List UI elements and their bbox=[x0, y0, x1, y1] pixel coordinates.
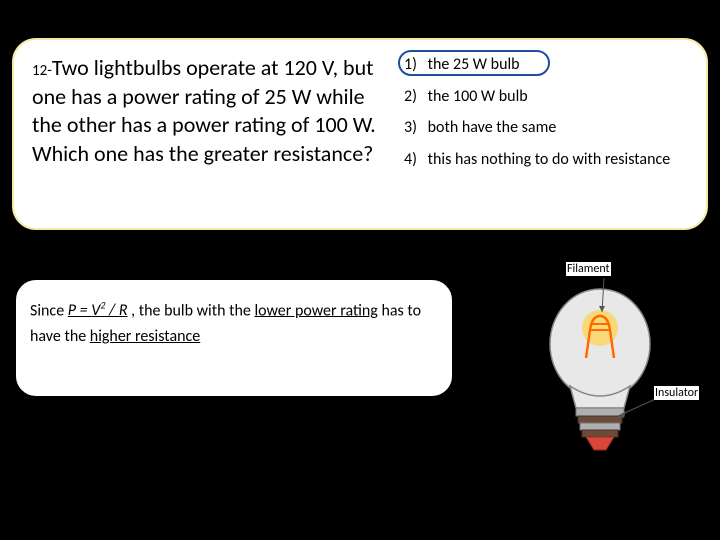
option-num: 4) bbox=[404, 149, 424, 171]
option-text: this has nothing to do with resistance bbox=[428, 150, 671, 169]
explanation-card: Since P = V2 / R , the bulb with the low… bbox=[14, 278, 454, 398]
bulb-base-ring bbox=[578, 416, 622, 423]
lightbulb-diagram: Filament Insulator bbox=[514, 258, 694, 458]
lightbulb-svg bbox=[514, 258, 694, 458]
question-body: Two lightbulbs operate at 120 V, but one… bbox=[32, 54, 376, 167]
label-filament: Filament bbox=[566, 262, 611, 276]
option-text: the 100 W bulb bbox=[428, 87, 528, 106]
question-card: 12-Two lightbulbs operate at 120 V, but … bbox=[12, 38, 708, 230]
bulb-base-ring bbox=[580, 423, 620, 430]
explain-lead: Since bbox=[30, 301, 68, 320]
explain-phrase-2: higher resistance bbox=[90, 327, 200, 346]
label-insulator: Insulator bbox=[654, 386, 699, 400]
option-text: both have the same bbox=[428, 118, 557, 137]
option-num: 3) bbox=[404, 117, 424, 139]
option-4: 4) this has nothing to do with resistanc… bbox=[404, 149, 688, 171]
bulb-base-ring bbox=[576, 408, 624, 416]
option-3: 3) both have the same bbox=[404, 117, 688, 139]
option-2: 2) the 100 W bulb bbox=[404, 86, 688, 108]
correct-answer-circle bbox=[398, 50, 550, 76]
option-num: 2) bbox=[404, 86, 424, 108]
explain-formula: P = V2 / R bbox=[68, 301, 128, 320]
option-1: 1) the 25 W bulb bbox=[404, 54, 688, 76]
explain-phrase-1: lower power rating bbox=[254, 301, 377, 320]
question-number: 12- bbox=[32, 62, 52, 80]
question-text: 12-Two lightbulbs operate at 120 V, but … bbox=[32, 54, 392, 214]
bulb-insulator-tip bbox=[586, 437, 614, 450]
options-list: 1) the 25 W bulb 2) the 100 W bulb 3) bo… bbox=[392, 54, 688, 214]
bulb-base-ring bbox=[582, 430, 618, 437]
explain-mid: , the bulb with the bbox=[131, 301, 254, 320]
